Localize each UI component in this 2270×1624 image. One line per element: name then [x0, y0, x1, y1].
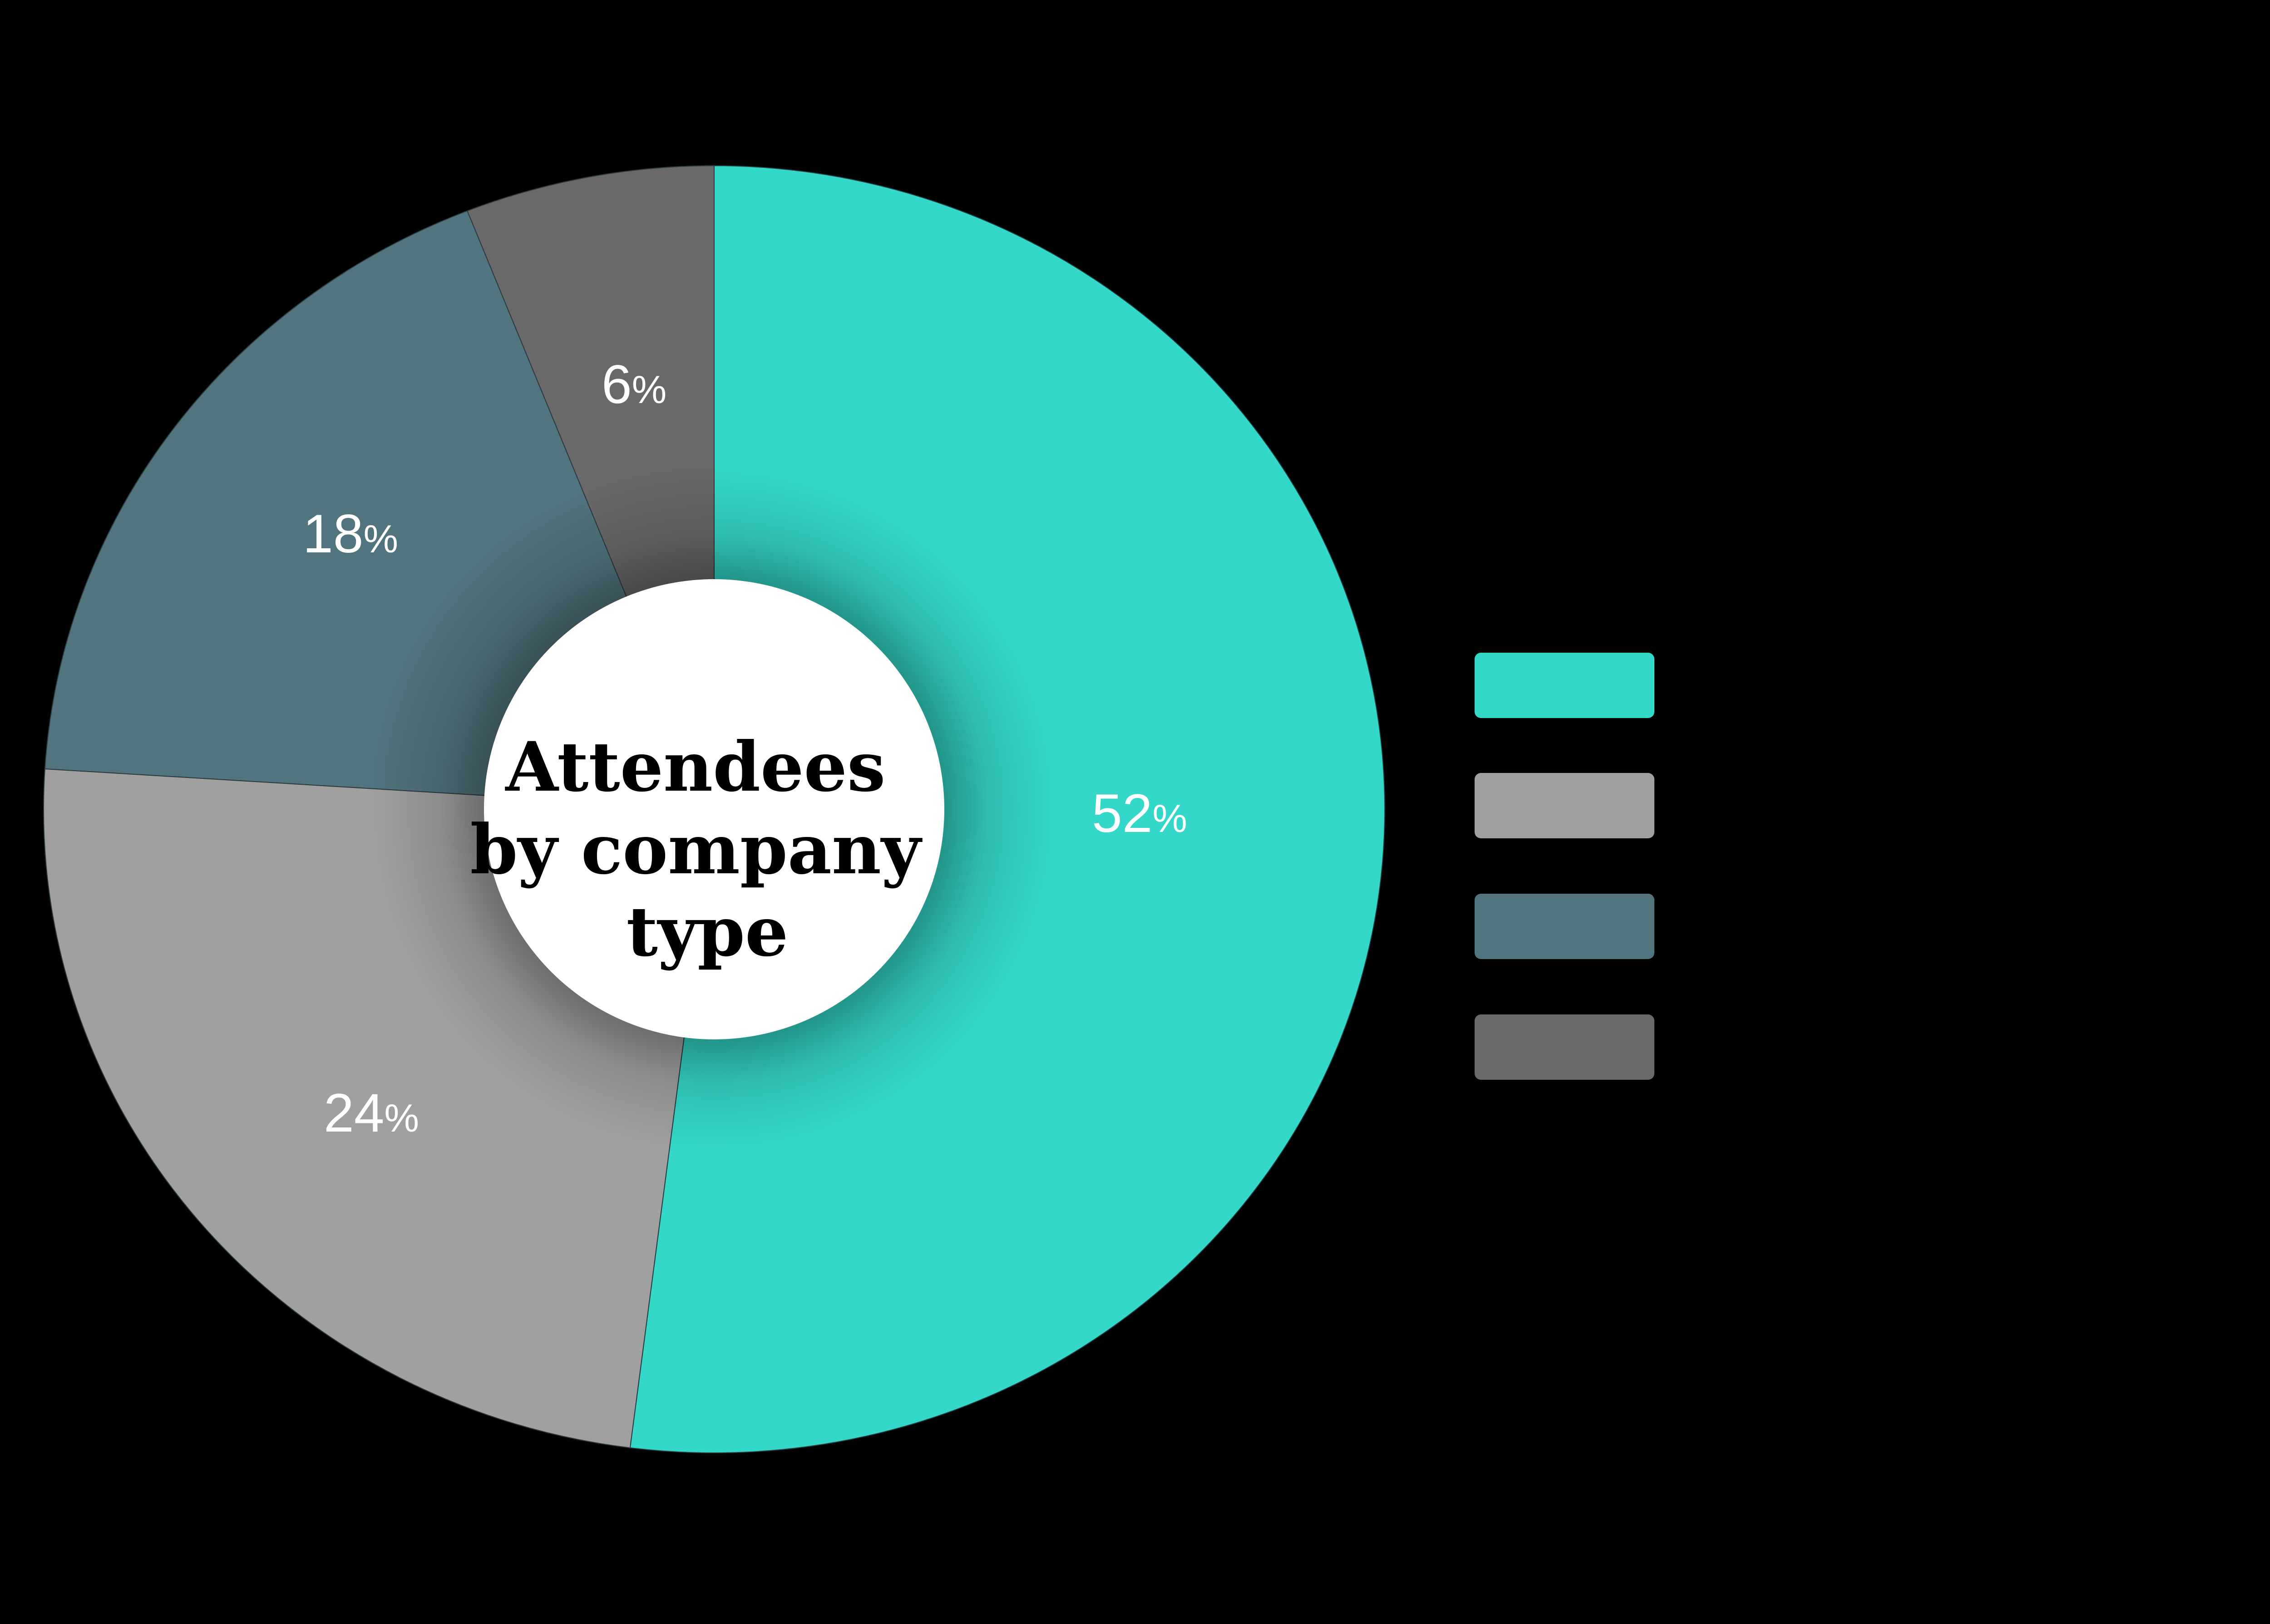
- slice-percent-label: 18%: [303, 503, 398, 564]
- legend-swatch: [1475, 773, 1654, 838]
- chart-title: Attendees by company type: [470, 727, 945, 972]
- slice-labels: 52% 24% 18% 6%: [303, 354, 1187, 1143]
- legend-item: [1475, 773, 1682, 838]
- chart-title-line-3: type: [627, 892, 789, 972]
- legend-swatch: [1475, 653, 1654, 718]
- chart-title-line-1: Attendees: [504, 727, 885, 807]
- slice-percent-label: 52%: [1092, 783, 1187, 844]
- slice-percent-label: 24%: [324, 1083, 419, 1143]
- legend-swatch: [1475, 894, 1654, 959]
- legend-item: [1475, 653, 1682, 718]
- legend-swatch: [1475, 1014, 1654, 1080]
- center-hole: [484, 579, 944, 1039]
- slice-percent-label: 6%: [602, 354, 666, 415]
- legend-item: [1475, 1014, 1682, 1080]
- chart-title-line-2: by company: [470, 810, 923, 890]
- legend-item: [1475, 894, 1682, 959]
